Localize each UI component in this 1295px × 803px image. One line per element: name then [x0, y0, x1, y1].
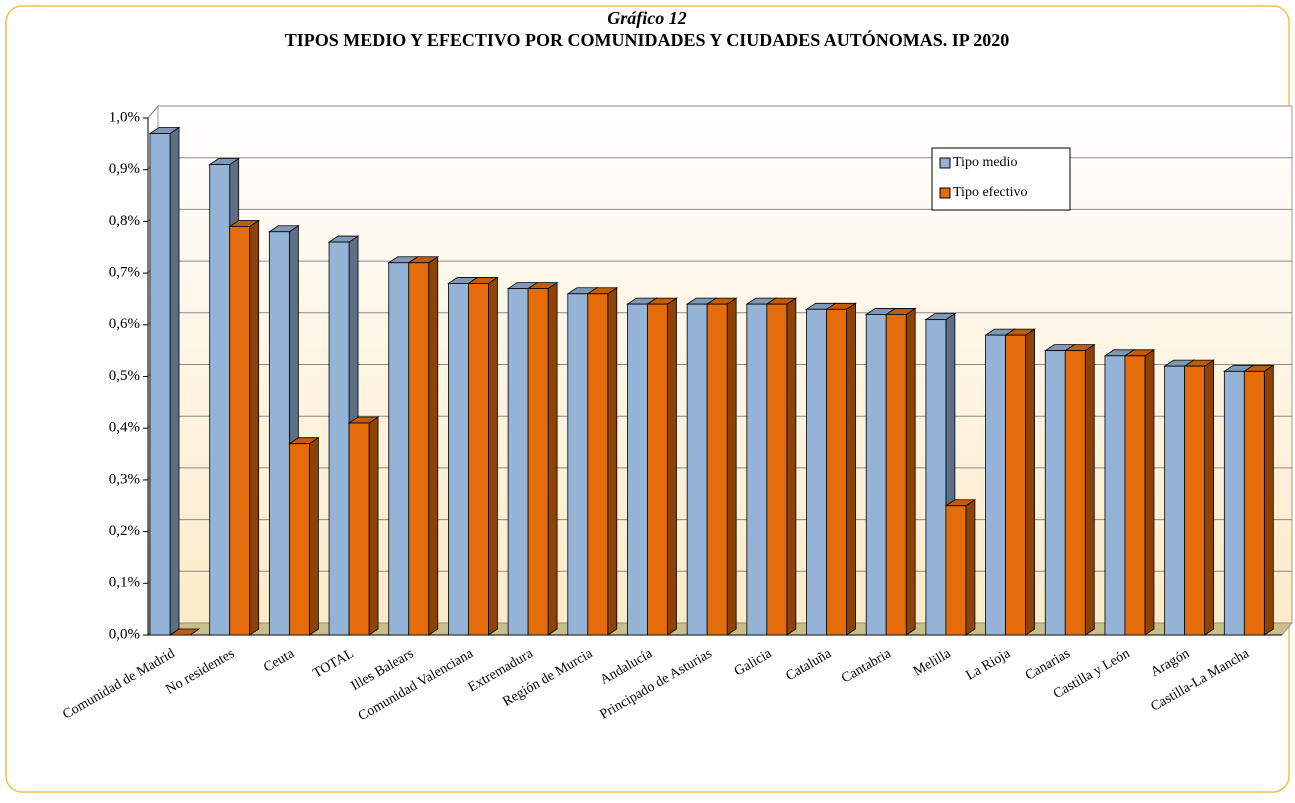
bar	[985, 334, 1006, 636]
bar	[149, 133, 171, 636]
bar	[1064, 350, 1086, 636]
y-tick-label: 0,2%	[109, 523, 140, 539]
bar	[627, 303, 648, 636]
legend-label: Tipo medio	[953, 155, 1017, 170]
bar	[1005, 334, 1026, 636]
y-tick-label: 0,6%	[109, 316, 140, 332]
bar	[527, 288, 549, 636]
bar	[328, 241, 350, 636]
bar-side	[547, 281, 558, 636]
bar	[1044, 350, 1066, 636]
bar	[268, 231, 290, 636]
bar	[706, 303, 728, 636]
y-tick-label: 1,0%	[109, 109, 140, 125]
bar	[1104, 355, 1126, 636]
bar	[1223, 370, 1245, 636]
bar	[925, 319, 947, 636]
bar-side	[607, 287, 618, 636]
bar-side	[846, 302, 856, 636]
bar	[229, 226, 251, 636]
bar	[587, 293, 609, 636]
bar	[209, 164, 231, 636]
bar-side	[786, 297, 797, 636]
y-tick-label: 0,9%	[109, 161, 140, 177]
legend-swatch	[939, 187, 951, 199]
bar-side	[905, 307, 916, 636]
bar-side	[249, 219, 260, 636]
bar	[945, 505, 967, 636]
bar-side	[368, 416, 379, 636]
bar	[408, 262, 430, 636]
bar-side	[488, 276, 498, 636]
bar	[766, 303, 788, 636]
bar	[647, 303, 668, 636]
bar-side	[1084, 343, 1095, 636]
legend-label: Tipo efectivo	[953, 185, 1028, 200]
bar	[806, 308, 827, 636]
y-tick-label: 0,1%	[109, 575, 140, 591]
bar-side	[1144, 349, 1155, 636]
bar-top	[168, 628, 201, 636]
y-tick-label: 0,7%	[109, 265, 140, 281]
bar	[468, 283, 489, 636]
legend	[931, 147, 1071, 211]
bar	[1184, 365, 1206, 636]
bar-side	[1263, 364, 1274, 636]
bar-side	[667, 297, 677, 636]
bar	[288, 443, 310, 636]
bar	[1124, 355, 1146, 636]
bar-side	[428, 256, 439, 636]
bar	[686, 303, 708, 636]
bar-side	[169, 126, 180, 636]
y-tick-label: 0,5%	[109, 368, 140, 384]
bar	[388, 262, 410, 636]
bar-side	[308, 436, 319, 636]
bar	[507, 288, 529, 636]
y-tick-label: 0,8%	[109, 213, 140, 229]
bar-side	[965, 499, 976, 636]
bar	[1164, 365, 1186, 636]
y-tick-label: 0,0%	[109, 626, 140, 642]
bar-side	[1025, 328, 1035, 636]
bar	[567, 293, 589, 636]
y-tick-label: 0,4%	[109, 420, 140, 436]
bar	[746, 303, 768, 636]
y-tick-label: 0,3%	[109, 471, 140, 487]
bar	[448, 283, 469, 636]
bar	[865, 314, 887, 636]
grid-line	[147, 105, 159, 119]
bar	[826, 308, 847, 636]
bar	[1243, 370, 1265, 636]
bar-side	[1204, 359, 1215, 636]
legend-swatch	[939, 157, 951, 169]
bar-side	[726, 297, 737, 636]
bar	[348, 422, 370, 636]
chart-title: Gráfico 12	[607, 8, 687, 28]
chart-subtitle: TIPOS MEDIO Y EFECTIVO POR COMUNIDADES Y…	[285, 29, 1010, 50]
bar	[885, 314, 907, 636]
